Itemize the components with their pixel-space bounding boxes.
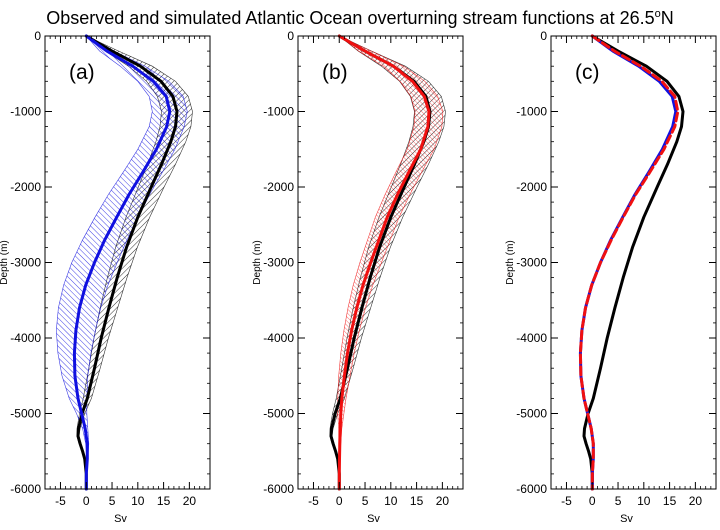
y-axis-label: Depth (m) (0, 240, 10, 284)
title-suffix: N (660, 8, 674, 28)
plot-frame (550, 35, 717, 490)
x-tick-label: -5 (561, 494, 572, 508)
series-line-1 (76, 34, 179, 491)
y-tick-label: -4000 (516, 331, 547, 345)
y-tick-label: -2000 (10, 180, 41, 194)
x-tick-label: 15 (157, 494, 171, 508)
y-tick-label: -6000 (10, 482, 41, 496)
x-tick-label: 10 (131, 494, 145, 508)
x-tick-label: 20 (436, 494, 450, 508)
x-axis-label: Sv (620, 513, 633, 525)
y-tick-label: 0 (540, 29, 547, 43)
y-tick-label: -2000 (516, 180, 547, 194)
series-line-1 (329, 34, 432, 491)
title-superscript: o (654, 8, 661, 20)
panel-label: (c) (575, 61, 600, 84)
x-tick-label: 5 (615, 494, 622, 508)
panel-2: -5 0 5 10 15 20 0 -1000 -2000 -3000 -4000 -5000 -600… (252, 29, 464, 525)
x-tick-label: -5 (55, 494, 66, 508)
y-tick-label: -5000 (516, 407, 547, 421)
y-tick-label: -2000 (263, 180, 294, 194)
y-tick-label: 0 (34, 29, 41, 43)
series-line-1 (582, 34, 685, 491)
x-axis-label: Sv (367, 513, 380, 525)
y-tick-label: -3000 (516, 256, 547, 270)
y-tick-label: -3000 (10, 256, 41, 270)
y-tick-label: -6000 (516, 482, 547, 496)
y-tick-label: -4000 (10, 331, 41, 345)
y-tick-label: -3000 (263, 256, 294, 270)
y-axis-label: Depth (m) (505, 240, 516, 284)
x-tick-label: 5 (109, 494, 116, 508)
series-line-2 (72, 34, 172, 491)
y-tick-label: -1000 (516, 105, 547, 119)
panel-3: -5 0 5 10 15 20 0 -1000 -2000 -3000 -4000 -5000 -600… (505, 29, 717, 525)
x-tick-label: 5 (362, 494, 369, 508)
y-tick-label: -5000 (263, 407, 294, 421)
y-tick-label: -6000 (263, 482, 294, 496)
uncertainty-band-2 (337, 35, 444, 489)
y-tick-label: -1000 (263, 105, 294, 119)
x-tick-label: -5 (308, 494, 319, 508)
y-tick-label: -5000 (10, 407, 41, 421)
x-tick-label: 20 (689, 494, 703, 508)
y-tick-label: -4000 (263, 331, 294, 345)
uncertainty-band-2 (55, 35, 188, 489)
series-line-2 (337, 34, 431, 491)
y-tick-label: -1000 (10, 105, 41, 119)
x-tick-label: 0 (83, 494, 90, 508)
x-tick-label: 0 (336, 494, 343, 508)
panel-label: (a) (69, 61, 95, 84)
title-text: Observed and simulated Atlantic Ocean ov… (46, 8, 655, 28)
y-tick-label: 0 (287, 29, 294, 43)
x-tick-label: 15 (410, 494, 424, 508)
series-line-3 (578, 34, 680, 491)
x-tick-label: 10 (637, 494, 651, 508)
x-tick-label: 0 (589, 494, 596, 508)
panel-label: (b) (322, 61, 348, 84)
x-tick-label: 15 (663, 494, 677, 508)
x-tick-label: 10 (384, 494, 398, 508)
x-axis-label: Sv (114, 513, 127, 525)
chart-title: Observed and simulated Atlantic Ocean ov… (0, 2, 720, 30)
y-axis-label: Depth (m) (252, 240, 263, 284)
x-tick-label: 20 (183, 494, 197, 508)
panel-1: -5 0 5 10 15 20 0 -1000 -2000 -3000 -4000 -5000 -600… (0, 29, 211, 525)
